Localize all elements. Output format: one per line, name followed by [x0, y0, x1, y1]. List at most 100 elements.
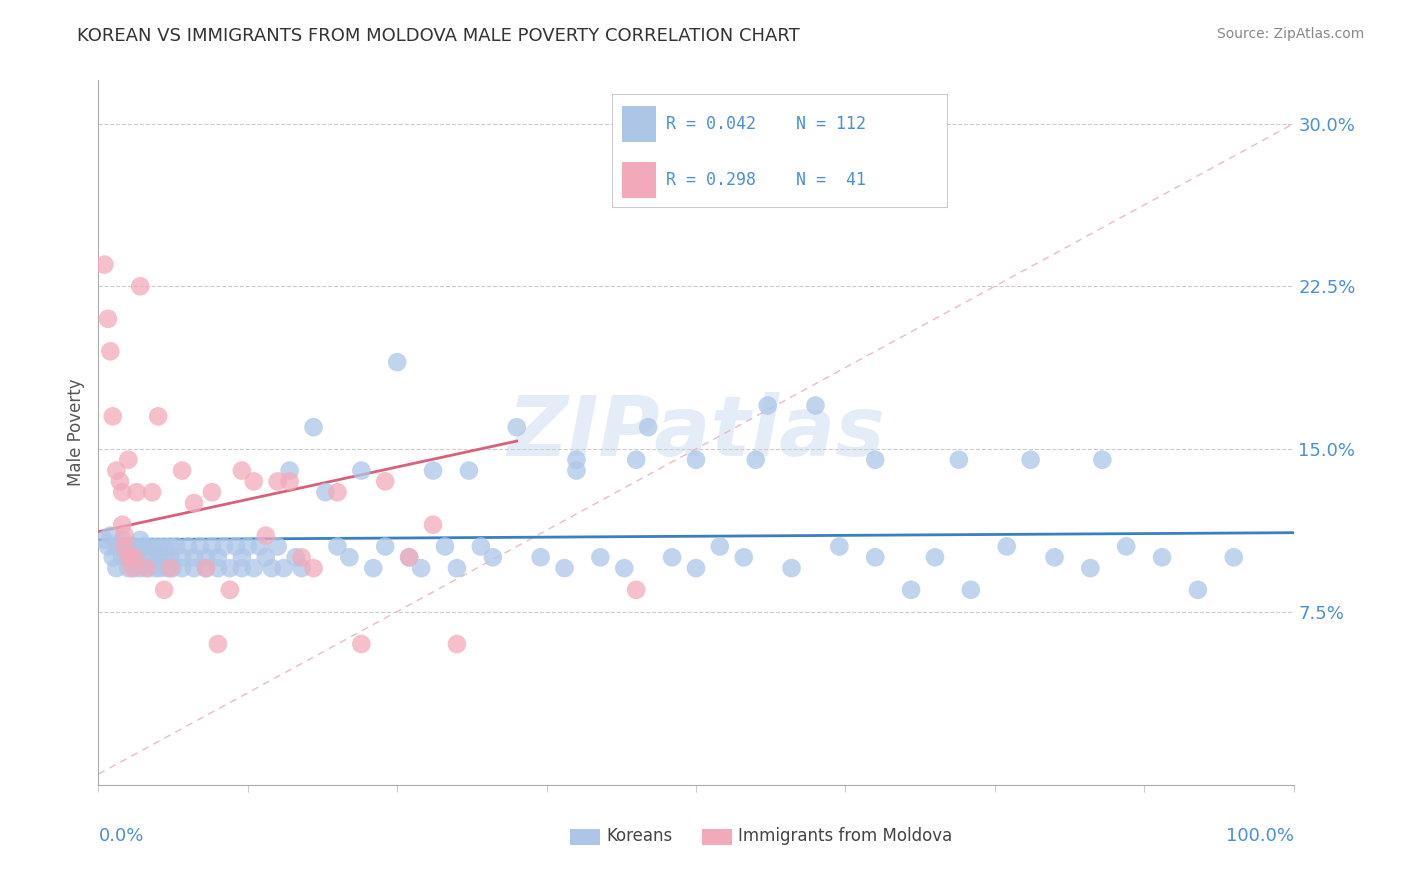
Point — [114, 540, 136, 554]
Text: Immigrants from Moldova: Immigrants from Moldova — [738, 827, 952, 845]
Point — [434, 540, 457, 554]
Point — [111, 533, 134, 547]
Point — [554, 561, 576, 575]
Point — [195, 561, 218, 575]
Point — [1223, 550, 1246, 565]
Point — [153, 582, 176, 597]
Point — [326, 485, 349, 500]
Point — [124, 550, 146, 565]
Point — [141, 485, 163, 500]
Point — [267, 475, 290, 489]
Point — [278, 475, 301, 489]
Point — [398, 550, 420, 565]
Point — [626, 582, 648, 597]
Point — [231, 561, 253, 575]
Point — [121, 561, 143, 575]
Point — [141, 550, 163, 565]
Point — [1091, 452, 1114, 467]
Point — [565, 452, 588, 467]
Point — [148, 550, 170, 565]
FancyBboxPatch shape — [702, 830, 733, 845]
Point — [105, 464, 128, 478]
Point — [219, 561, 242, 575]
Point — [231, 550, 253, 565]
Point — [129, 533, 152, 547]
Point — [398, 550, 420, 565]
Point — [828, 540, 851, 554]
Point — [470, 540, 492, 554]
Point — [124, 561, 146, 575]
Point — [105, 561, 128, 575]
Text: KOREAN VS IMMIGRANTS FROM MOLDOVA MALE POVERTY CORRELATION CHART: KOREAN VS IMMIGRANTS FROM MOLDOVA MALE P… — [77, 27, 800, 45]
Point — [339, 550, 361, 565]
Point — [326, 540, 349, 554]
Point — [685, 561, 707, 575]
Point — [125, 550, 148, 565]
Point — [93, 258, 115, 272]
Point — [733, 550, 755, 565]
Point — [231, 464, 253, 478]
Point — [530, 550, 553, 565]
Point — [1187, 582, 1209, 597]
Point — [135, 561, 157, 575]
Point — [411, 561, 433, 575]
Point — [108, 540, 131, 554]
Point — [145, 561, 167, 575]
Point — [165, 540, 187, 554]
Point — [291, 550, 314, 565]
Point — [350, 637, 373, 651]
Point — [225, 540, 247, 554]
Point — [124, 540, 146, 554]
Point — [243, 475, 266, 489]
Point — [219, 582, 242, 597]
Point — [865, 550, 887, 565]
Point — [565, 464, 588, 478]
Point — [159, 540, 181, 554]
Point — [363, 561, 385, 575]
Text: ZIPatlas: ZIPatlas — [508, 392, 884, 473]
Point — [129, 561, 152, 575]
Point — [804, 399, 827, 413]
Point — [117, 452, 139, 467]
Point — [385, 355, 409, 369]
FancyBboxPatch shape — [571, 830, 600, 845]
Point — [141, 540, 163, 554]
Point — [506, 420, 529, 434]
Point — [183, 561, 205, 575]
Y-axis label: Male Poverty: Male Poverty — [66, 379, 84, 486]
Point — [114, 528, 136, 542]
Point — [422, 464, 444, 478]
Point — [273, 561, 295, 575]
Point — [1043, 550, 1066, 565]
Point — [105, 540, 128, 554]
Point — [183, 496, 205, 510]
Point — [156, 561, 179, 575]
Point — [117, 561, 139, 575]
Point — [284, 550, 307, 565]
Text: 100.0%: 100.0% — [1226, 827, 1294, 846]
Point — [1019, 452, 1042, 467]
Point — [236, 540, 259, 554]
Point — [135, 540, 157, 554]
Point — [111, 485, 134, 500]
Point — [924, 550, 946, 565]
Text: Source: ZipAtlas.com: Source: ZipAtlas.com — [1216, 27, 1364, 41]
Point — [207, 637, 229, 651]
Point — [111, 550, 134, 565]
Point — [138, 561, 160, 575]
Point — [207, 550, 229, 565]
Point — [995, 540, 1018, 554]
Point — [685, 452, 707, 467]
Point — [162, 561, 184, 575]
Point — [159, 550, 181, 565]
Point — [177, 540, 200, 554]
Point — [948, 452, 970, 467]
Point — [481, 550, 505, 565]
Point — [350, 464, 373, 478]
Point — [756, 399, 779, 413]
Point — [101, 409, 124, 424]
Point — [315, 485, 337, 500]
Point — [374, 475, 396, 489]
Point — [661, 550, 683, 565]
Point — [374, 540, 396, 554]
